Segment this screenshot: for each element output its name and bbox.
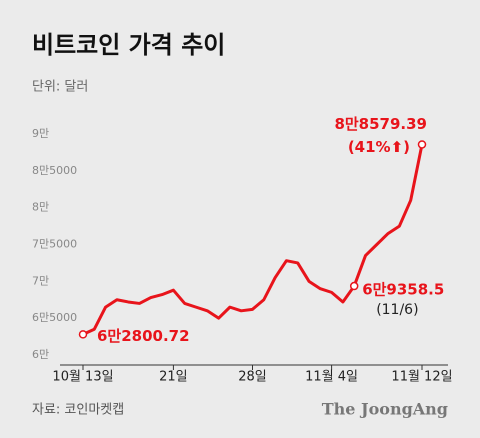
x-tick-label: 28일	[238, 370, 267, 385]
y-tick-label: 9만	[32, 127, 49, 140]
point-marker	[78, 330, 88, 339]
y-tick-label: 8만	[32, 201, 49, 214]
annotation: (11/6)	[376, 302, 418, 318]
x-tick-label: 21일	[159, 370, 188, 385]
x-tick-label: 11월 4일	[305, 370, 358, 385]
point-marker	[417, 140, 427, 149]
value-label: 6만9358.5	[362, 281, 444, 299]
price-line	[82, 144, 424, 336]
y-tick-label: 6만	[32, 348, 49, 361]
annotation: (41%⬆)	[348, 138, 410, 156]
y-tick-label: 8만5000	[32, 164, 77, 177]
value-label: 8만8579.39	[334, 115, 427, 133]
x-tick-label: 10월 13일	[52, 370, 113, 385]
subtitle: 단위: 달러	[32, 80, 88, 95]
x-tick-label: 11월 12일	[391, 370, 452, 385]
value-label: 6만2800.72	[97, 327, 190, 345]
brand: The JoongAng	[322, 400, 448, 419]
source: 자료: 코인마켓캡	[32, 403, 124, 418]
y-tick-label: 7만	[32, 274, 49, 287]
chart-title: 비트코인 가격 추이	[32, 31, 225, 59]
y-tick-label: 7만5000	[32, 238, 77, 251]
y-tick-label: 6만5000	[32, 311, 77, 324]
point-marker	[349, 281, 359, 291]
